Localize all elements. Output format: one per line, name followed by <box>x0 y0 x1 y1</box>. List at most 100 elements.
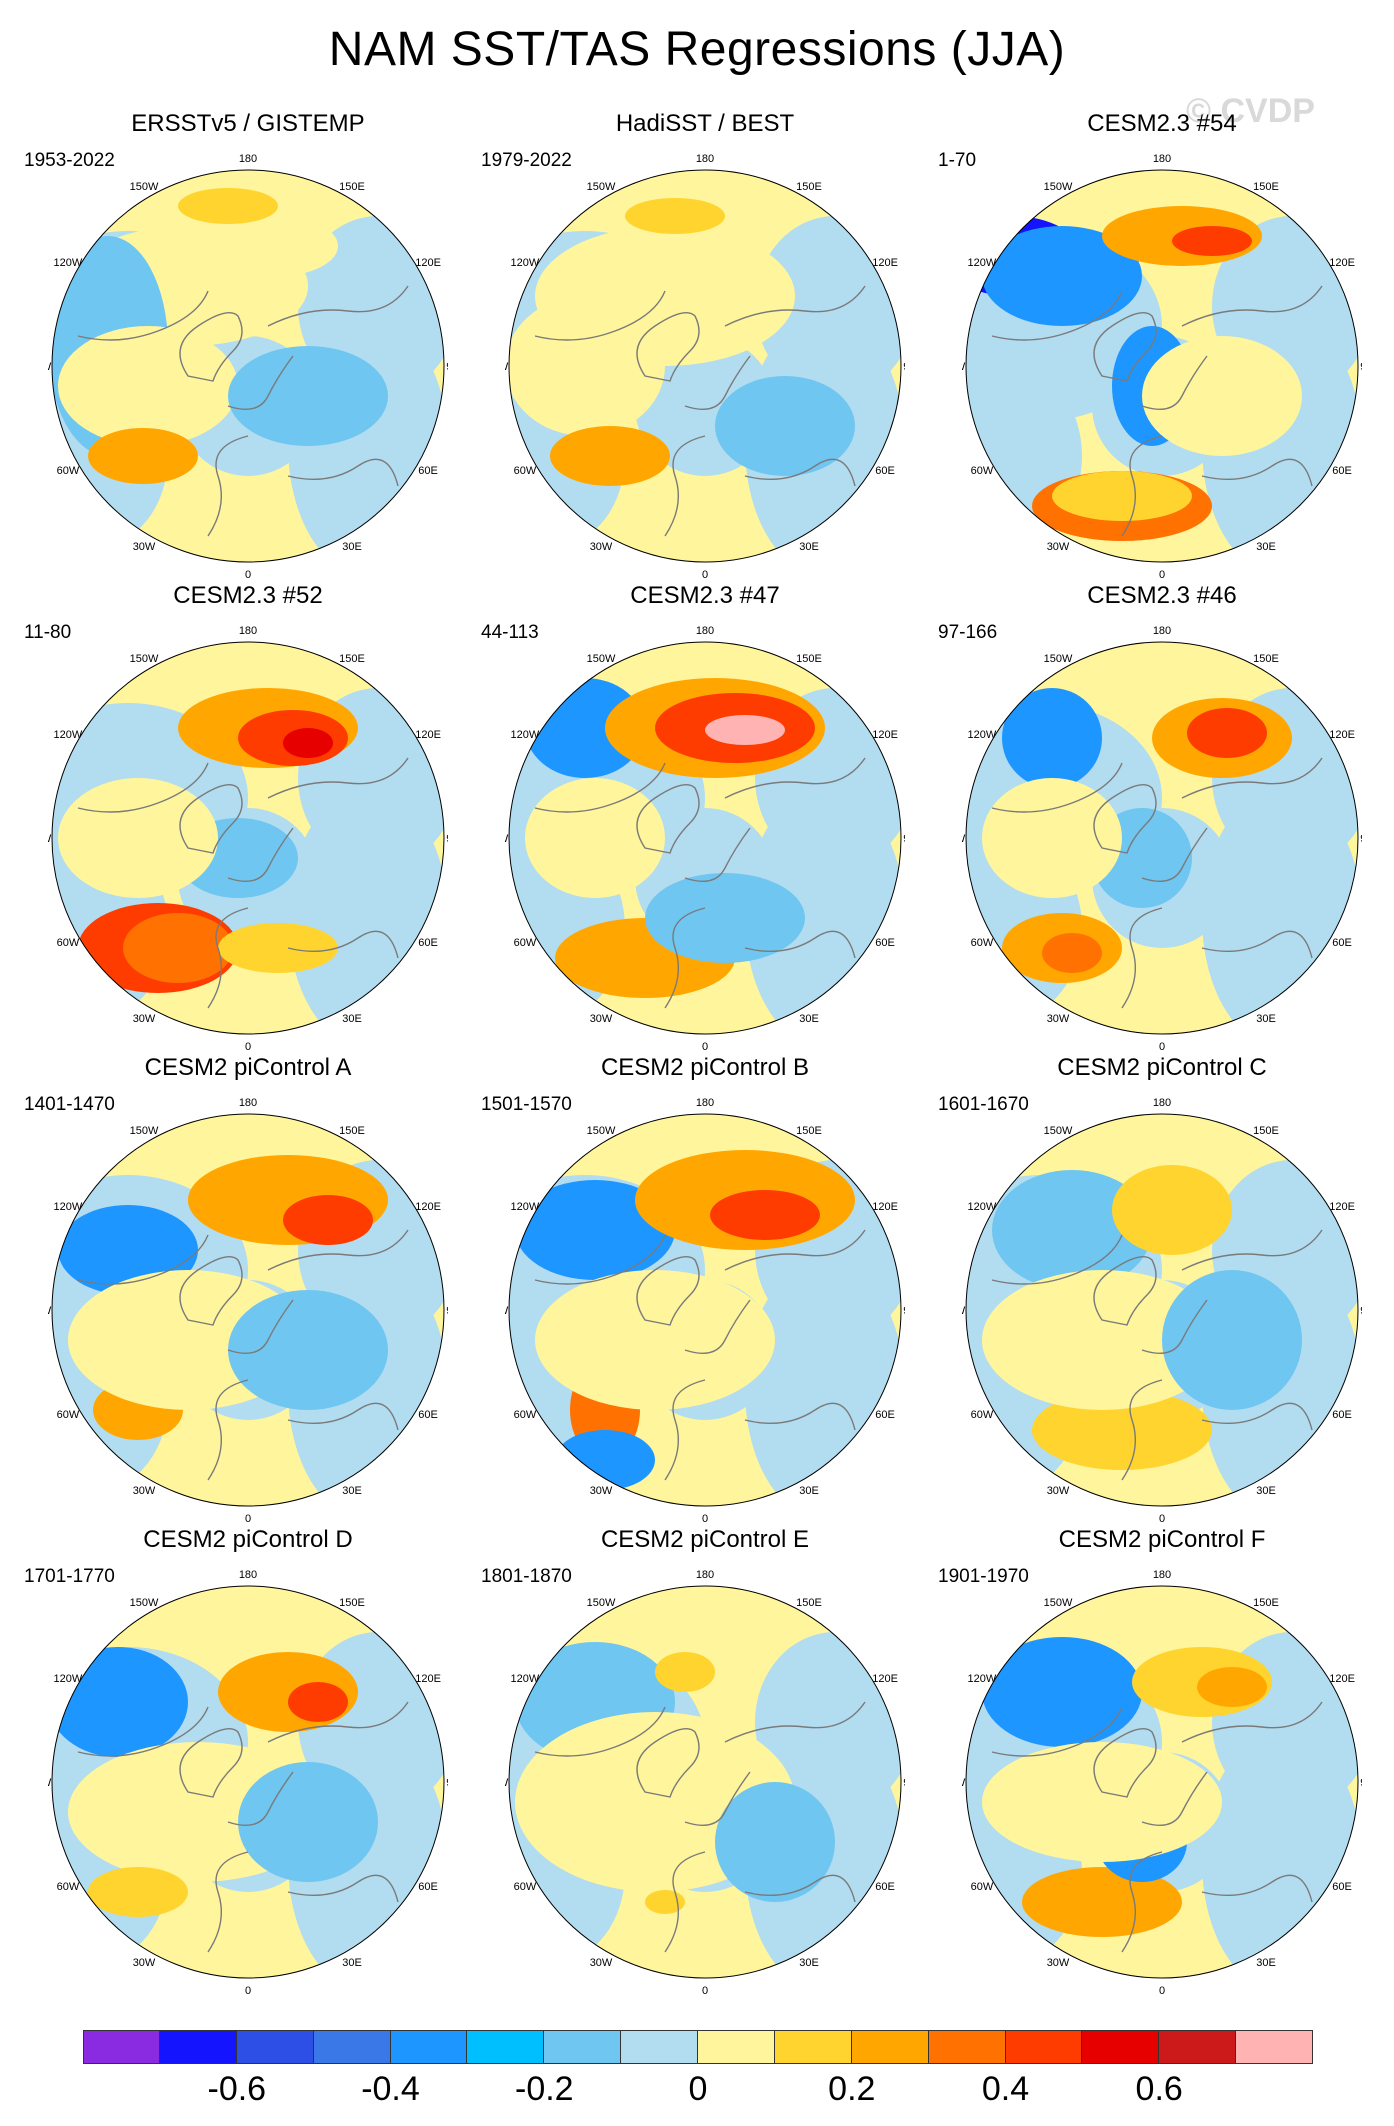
longitude-label: 120W <box>54 1201 83 1213</box>
longitude-label: 180 <box>696 153 714 165</box>
map-border <box>508 169 902 563</box>
longitude-label: 180 <box>1153 1569 1171 1581</box>
anomaly-region <box>58 326 238 446</box>
longitude-label: 60E <box>875 465 895 477</box>
colorbar-swatch <box>1082 2030 1160 2064</box>
anomaly-region <box>283 728 333 758</box>
coastline <box>991 757 1323 1009</box>
map-field <box>509 1586 901 1978</box>
longitude-label: 0 <box>702 1041 708 1052</box>
longitude-label: 60W <box>57 465 80 477</box>
longitude-label: 180 <box>696 1569 714 1581</box>
anomaly-region <box>88 1867 188 1917</box>
colorbar-swatch <box>236 2030 314 2064</box>
longitude-label: 120E <box>415 1201 441 1213</box>
map-field <box>509 1114 901 1506</box>
map-panel: CESM2.3 #54 1-70 180 150E 120E 90E 60E 30E 0 30W 6… <box>936 110 1388 580</box>
longitude-label: 0 <box>1159 1513 1165 1524</box>
longitude-label: 60E <box>1332 1409 1352 1421</box>
longitude-label: 30W <box>1047 1485 1070 1497</box>
polar-map: 180 150E 120E 90E 60E 30E 0 30W 60W 90W 120W 150W <box>962 1097 1362 1524</box>
coastline <box>534 1229 866 1481</box>
longitude-label: 150E <box>1253 181 1279 193</box>
page-title: NAM SST/TAS Regressions (JJA) <box>328 23 1066 76</box>
longitude-label: 30E <box>342 541 362 553</box>
colorbar-swatch <box>1159 2030 1237 2064</box>
map-field <box>509 170 901 562</box>
map-panel: HadiSST / BEST 1979-2022 180 150E 120E 90E 60E… <box>479 110 931 580</box>
anomaly-region <box>982 1270 1222 1410</box>
anomaly-region <box>982 778 1122 898</box>
anomaly-region <box>1052 471 1192 521</box>
longitude-label: 120W <box>54 257 83 269</box>
longitude-label: 30E <box>1256 541 1276 553</box>
longitude-label: 90E <box>1360 361 1362 373</box>
longitude-label: 150E <box>796 1597 822 1609</box>
anomaly-region <box>982 226 1142 326</box>
panel-title: CESM2.3 #54 <box>1087 110 1237 137</box>
anomaly-region <box>625 198 725 234</box>
longitude-label: 0 <box>245 1985 251 1996</box>
longitude-label: 120W <box>511 729 540 741</box>
anomaly-region <box>1162 1270 1302 1410</box>
anomaly-region <box>705 715 785 745</box>
anomaly-region <box>283 1195 373 1245</box>
map-panel: CESM2.3 #52 11-80 180 150E 120E 90E 60E 30E 0 30W… <box>22 582 474 1052</box>
longitude-label: 30E <box>342 1957 362 1969</box>
map-field <box>52 642 444 1034</box>
map-panel: CESM2 piControl E 1801-1870 180 150E 120E 90E… <box>479 1526 931 1996</box>
longitude-label: 0 <box>1159 569 1165 580</box>
longitude-label: 120E <box>1329 1673 1355 1685</box>
longitude-label: 60E <box>1332 465 1352 477</box>
longitude-label: 60E <box>418 937 438 949</box>
map-field <box>52 1586 444 1978</box>
longitude-label: 90W <box>962 361 966 373</box>
longitude-label: 90E <box>446 1305 448 1317</box>
colorbar-swatch <box>390 2030 468 2064</box>
map-panel: CESM2.3 #46 97-166 180 150E 120E 90E 60E 30E 0 30… <box>936 582 1388 1052</box>
longitude-label: 60E <box>875 1409 895 1421</box>
longitude-label: 0 <box>702 569 708 580</box>
colorbar-swatch <box>1236 2030 1313 2064</box>
panel-title: CESM2 piControl E <box>600 1526 810 1553</box>
map-panel: CESM2 piControl A 1401-1470 180 150E 120E 90E… <box>22 1054 474 1524</box>
anomaly-region <box>218 216 338 276</box>
longitude-label: 0 <box>702 1985 708 1996</box>
longitude-label: 90E <box>903 833 905 845</box>
anomaly-region <box>58 778 218 898</box>
anomaly-region <box>1142 336 1302 456</box>
longitude-label: 180 <box>1153 625 1171 637</box>
longitude-label: 150W <box>587 1597 616 1609</box>
panel-period: 11-80 <box>24 622 72 643</box>
coastline <box>534 285 866 537</box>
coastline <box>77 1229 409 1481</box>
anomaly-region <box>1112 1165 1232 1255</box>
map-field <box>966 1586 1358 1978</box>
longitude-label: 150E <box>339 1125 365 1137</box>
longitude-label: 30W <box>1047 1957 1070 1969</box>
longitude-label: 120E <box>872 1201 898 1213</box>
longitude-label: 120W <box>54 1673 83 1685</box>
colorbar <box>83 2030 1313 2066</box>
anomaly-region <box>288 1682 348 1722</box>
colorbar-tick-label: 0.4 <box>981 2070 1030 2108</box>
panel-title: CESM2 piControl B <box>600 1054 810 1081</box>
panel-period: 1953-2022 <box>24 150 115 171</box>
longitude-label: 180 <box>696 625 714 637</box>
panel-period: 1901-1970 <box>938 1566 1029 1587</box>
longitude-label: 30W <box>133 1485 156 1497</box>
map-field <box>52 1114 444 1506</box>
map-panel: ERSSTv5 / GISTEMP 1953-2022 180 150E 120E 90E… <box>22 110 474 580</box>
anomaly-region <box>228 346 388 446</box>
anomaly-region <box>1042 933 1102 973</box>
longitude-label: 120E <box>1329 257 1355 269</box>
polar-map: 180 150E 120E 90E 60E 30E 0 30W 60W 90W 120W 150W <box>48 153 448 580</box>
anomaly-region <box>525 778 665 898</box>
anomaly-region <box>1172 226 1252 256</box>
panel-title: CESM2 piControl D <box>143 1526 353 1553</box>
longitude-label: 150W <box>587 181 616 193</box>
longitude-label: 120W <box>968 1673 997 1685</box>
colorbar-tick-label: -0.6 <box>207 2070 267 2108</box>
longitude-label: 150W <box>1044 653 1073 665</box>
polar-map: 180 150E 120E 90E 60E 30E 0 30W 60W 90W 120W 150W <box>48 1097 448 1524</box>
